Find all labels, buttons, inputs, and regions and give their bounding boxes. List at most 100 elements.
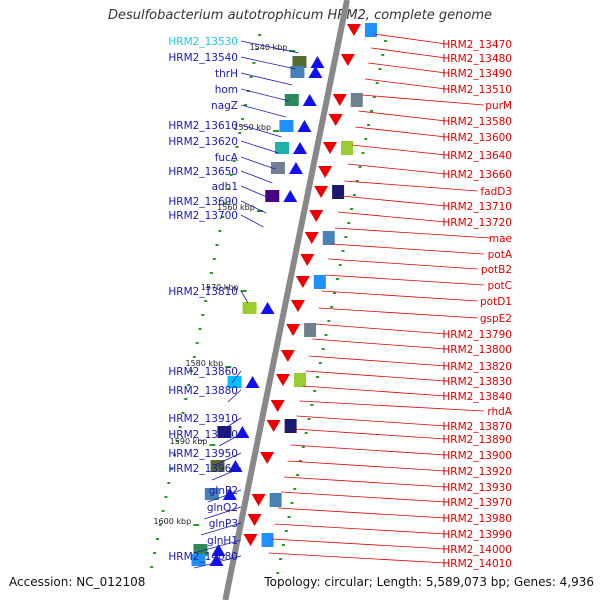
left-gene-label: adh1: [212, 181, 238, 193]
outer-tick: [310, 404, 314, 406]
right-gene-label: HRM2_13820: [442, 361, 512, 373]
label-leader-line: [334, 227, 491, 239]
inner-tick: [155, 538, 159, 540]
inner-tick: [164, 496, 168, 498]
label-leader-line: [361, 94, 484, 106]
kbp-label: 1560 kbp: [217, 203, 255, 212]
reverse-arrow-icon: [295, 276, 310, 288]
reverse-arrow-icon: [260, 452, 275, 464]
label-leader-line: [371, 47, 447, 59]
label-leader-line: [296, 415, 447, 427]
right-gene-label: HRM2_13920: [442, 466, 512, 478]
label-leader-line: [344, 180, 478, 192]
outer-tick: [378, 68, 382, 70]
outer-tick: [307, 418, 311, 420]
right-gene-label: HRM2_14010: [442, 558, 512, 570]
inner-tick: [170, 468, 174, 470]
right-gene-label: potD1: [480, 296, 512, 308]
feature-box: [261, 533, 274, 547]
label-leader-line: [204, 506, 242, 520]
inner-tick: [232, 160, 236, 162]
reverse-arrow-icon: [286, 324, 301, 336]
left-gene-label: HRM2_13960: [168, 463, 238, 475]
forward-arrow-icon: [260, 302, 275, 314]
inner-tick: [150, 566, 154, 568]
left-gene-label: HRM2_13650: [168, 166, 238, 178]
forward-arrow-icon: [308, 66, 323, 78]
tick-marks-layer: 1540 kbp 1550 kbp 1560 kbp 1570 kbp 1580 kbp…: [150, 34, 388, 574]
kbp-label: 1570 kbp: [201, 283, 239, 292]
feature-box: [279, 120, 294, 132]
label-leader-line: [293, 428, 447, 440]
map-title: Desulfobacterium autotrophicum HRM2, com…: [107, 8, 493, 23]
outer-tick: [321, 348, 325, 350]
labels-layer: HRM2_13530 HRM2_13540 thrH hom nagZ HRM2_1361…: [168, 36, 512, 570]
right-gene-label: HRM2_13480: [442, 53, 512, 65]
inner-tick: [229, 174, 233, 176]
right-gene-label: rhdA: [487, 406, 512, 418]
forward-arrow-icon: [211, 544, 226, 556]
kbp-label: 1600 kbp: [153, 517, 191, 526]
right-gene-label: gspE2: [480, 313, 512, 325]
reverse-arrow-icon: [332, 94, 347, 106]
left-gene-label: HRM2_13610: [168, 120, 238, 132]
reverse-arrow-icon: [304, 232, 319, 244]
inner-tick: [224, 202, 228, 204]
feature-box: [292, 56, 307, 68]
feature-box: [270, 162, 285, 174]
inner-tick: [167, 482, 171, 484]
feature-box: [269, 493, 282, 507]
right-gene-label: HRM2_13660: [442, 169, 512, 181]
inner-tick: [235, 146, 239, 148]
outer-tick: [355, 180, 359, 182]
right-gene-label: HRM2_13930: [442, 482, 512, 494]
inner-tick: [243, 104, 247, 106]
label-leader-line: [240, 72, 293, 86]
label-leader-line: [240, 124, 282, 138]
reverse-arrow-icon: [266, 420, 281, 432]
right-gene-label: HRM2_13510: [442, 84, 512, 96]
feature-box: [293, 373, 306, 387]
left-gene-label: glnH1: [207, 535, 238, 547]
right-gene-label: potA: [488, 249, 513, 261]
right-gene-label: HRM2_13970: [442, 497, 512, 509]
label-leader-line: [240, 56, 296, 70]
outer-tick: [358, 166, 362, 168]
outer-tick: [367, 124, 371, 126]
inner-tick: [212, 258, 216, 260]
outer-tick: [290, 502, 294, 504]
right-gene-label: HRM2_13710: [442, 201, 512, 213]
inner-tick: [258, 34, 262, 36]
label-leader-line: [290, 444, 447, 456]
outer-tick: [313, 390, 317, 392]
label-leader-line: [240, 214, 264, 228]
reverse-arrow-icon: [328, 114, 343, 126]
reverse-arrow-icon: [309, 210, 324, 222]
reverse-arrow-icon: [251, 494, 266, 506]
label-leader-line: [312, 338, 447, 350]
left-gene-label: HRM2_13690: [168, 196, 238, 208]
feature-box: [313, 275, 326, 289]
label-leader-line: [240, 290, 249, 304]
label-leader-line: [284, 476, 447, 488]
label-leader-line: [211, 467, 242, 481]
right-gene-label: mae: [489, 233, 512, 245]
feature-box: [204, 488, 219, 500]
right-gene-label: HRM2_13800: [442, 344, 512, 356]
feature-box: [341, 141, 354, 155]
inner-tick: [218, 230, 222, 232]
reverse-arrow-icon: [340, 54, 355, 66]
outer-tick: [301, 446, 305, 448]
forward-arrow-icon: [310, 56, 325, 68]
label-leader-line: [240, 104, 286, 118]
left-gene-label: HRM2_13540: [168, 52, 238, 64]
feature-box: [265, 190, 280, 202]
outer-tick: [324, 334, 328, 336]
label-leader-line: [315, 323, 447, 335]
left-gene-label: HRM2_13700: [168, 210, 238, 222]
label-lines-layer: [194, 33, 491, 569]
left-gene-label: glnQ2: [207, 502, 238, 514]
outer-tick: [372, 96, 376, 98]
outer-tick: [352, 194, 356, 196]
feature-box: [332, 185, 345, 199]
